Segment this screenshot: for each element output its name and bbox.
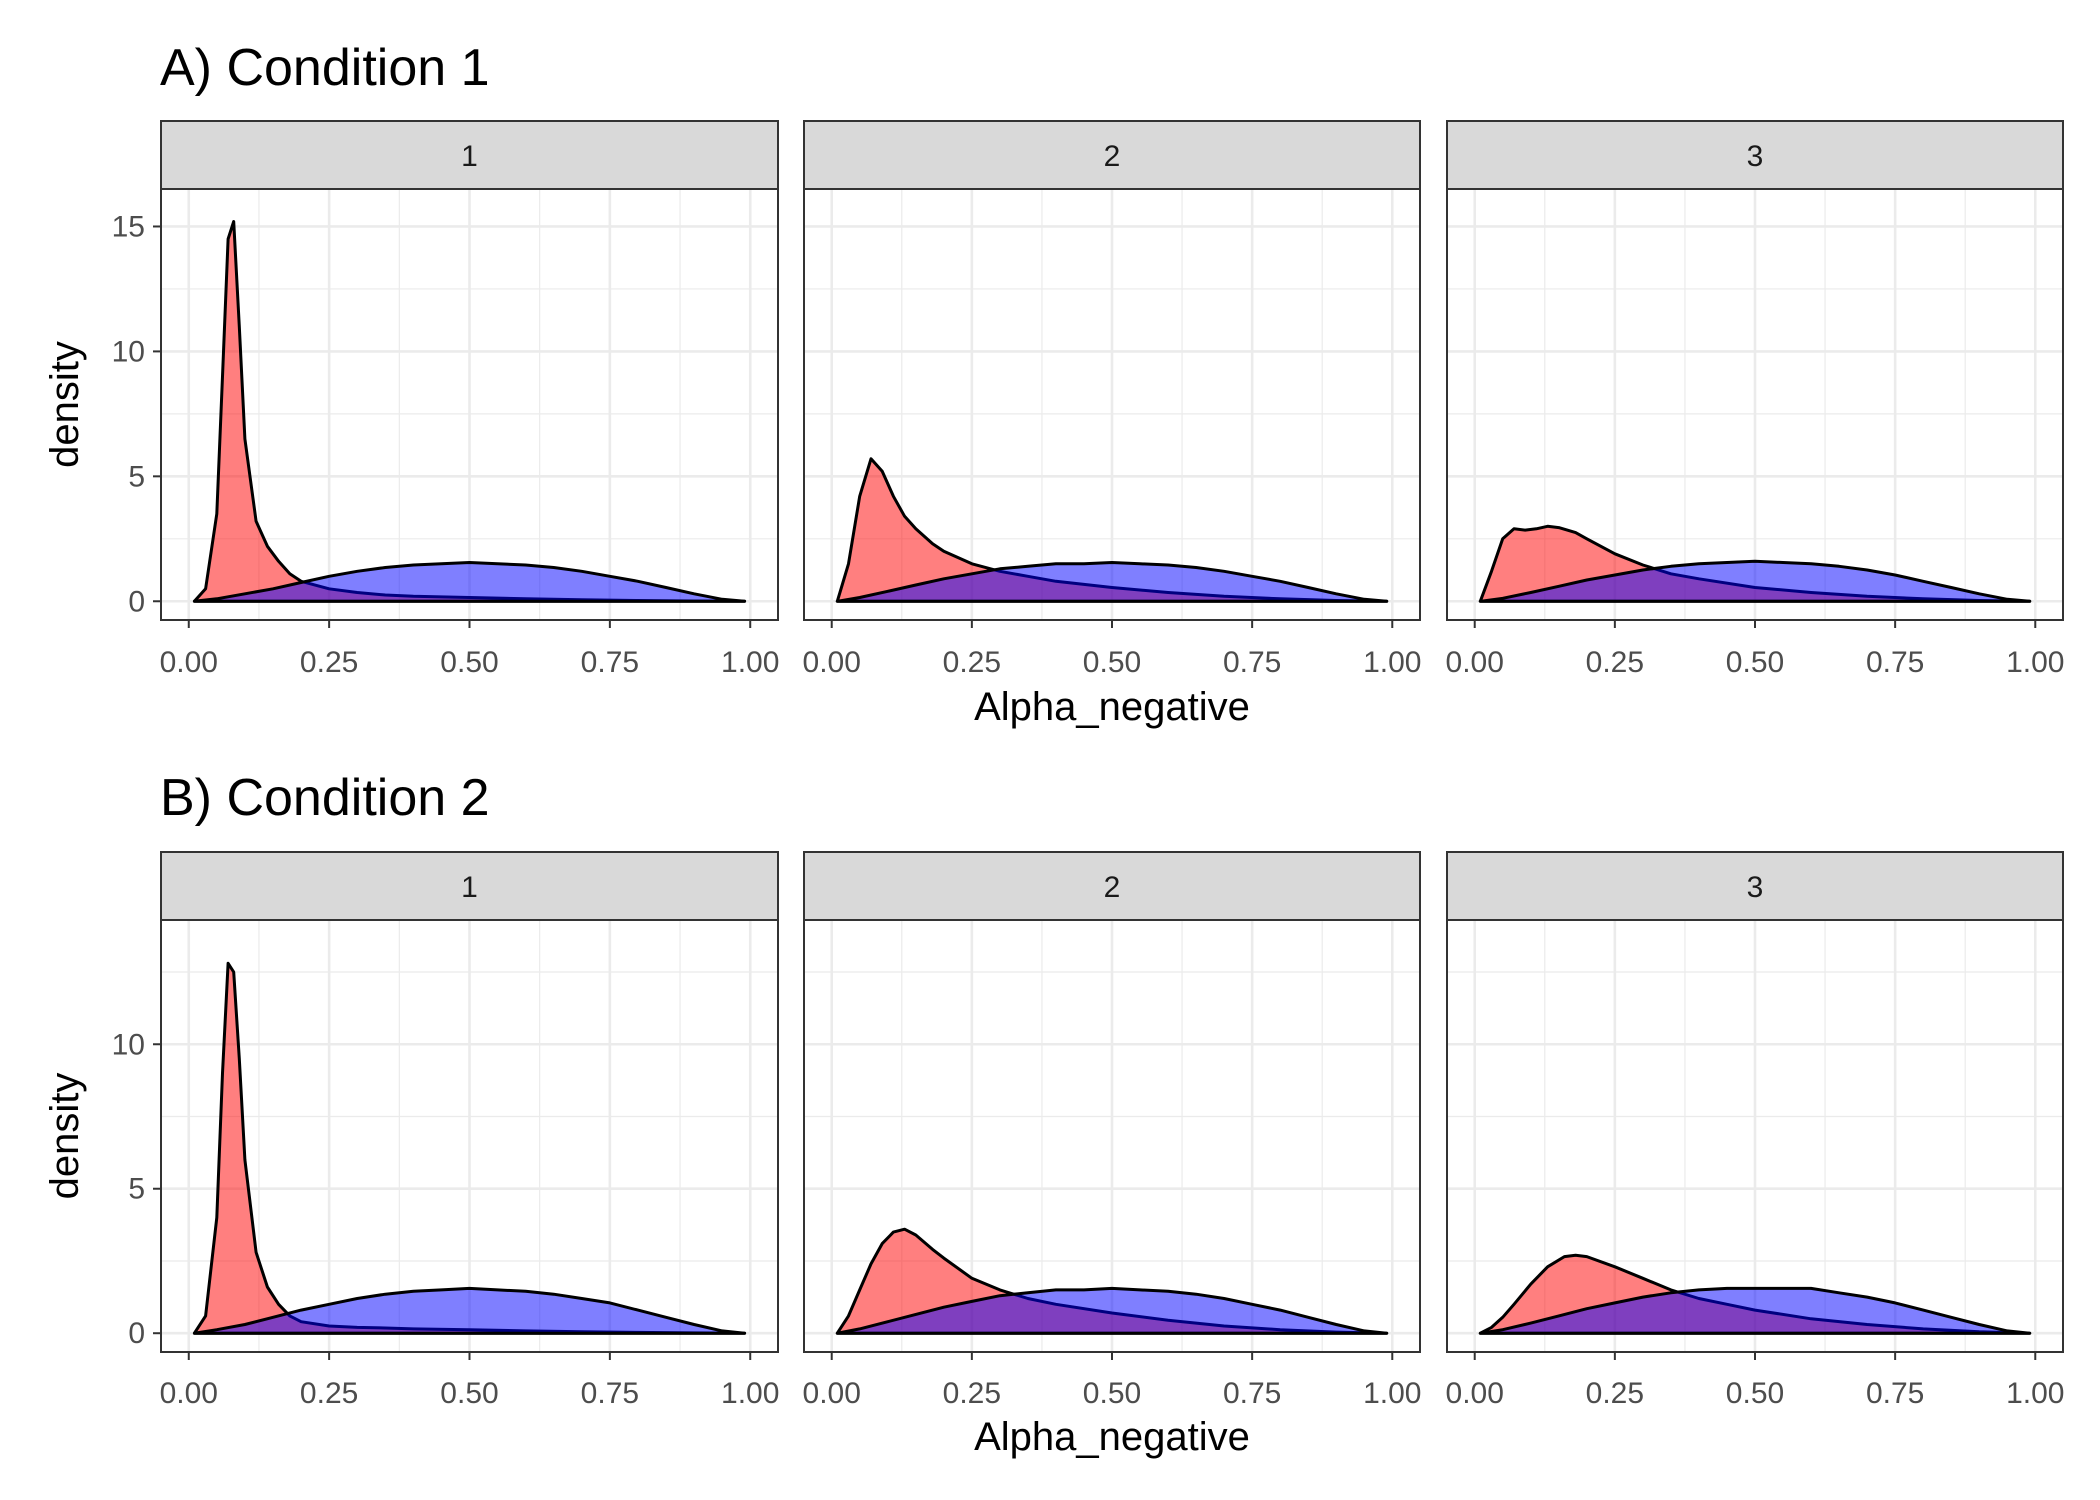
density-area-blue bbox=[192, 561, 747, 603]
y-tick-label: 10 bbox=[112, 1028, 145, 1061]
x-tick-label: 0.00 bbox=[160, 1377, 218, 1410]
facet-panel-1: 1 0.00 0.25 0.50 0.75 1.00 bbox=[160, 120, 779, 679]
chart-row-2: B) Condition 2 density 0 5 10 Alpha_negative 1… bbox=[43, 769, 2064, 1459]
x-tick-label: 1.00 bbox=[1363, 646, 1421, 679]
x-tick-label: 0.25 bbox=[943, 1377, 1001, 1410]
x-axis-title: Alpha_negative bbox=[974, 685, 1250, 729]
x-tick-label: 0.50 bbox=[440, 646, 498, 679]
x-tick-label: 0.50 bbox=[1726, 1377, 1784, 1410]
x-axis-title: Alpha_negative bbox=[974, 1415, 1250, 1459]
x-tick-label: 1.00 bbox=[721, 1377, 779, 1410]
x-tick-label: 0.00 bbox=[1446, 1377, 1504, 1410]
y-axis-title: density bbox=[43, 341, 87, 468]
x-tick-label: 1.00 bbox=[2006, 1377, 2064, 1410]
facet-panel-3: 3 0.00 0.25 0.50 0.75 1.00 bbox=[1446, 851, 2064, 1410]
facet-panel-3: 3 0.00 0.25 0.50 0.75 1.00 bbox=[1446, 120, 2064, 679]
density-area-blue bbox=[192, 1286, 747, 1335]
x-tick-label: 0.75 bbox=[1866, 1377, 1924, 1410]
x-tick-label: 0.25 bbox=[1586, 1377, 1644, 1410]
facet-strip bbox=[1446, 851, 2064, 921]
x-tick-label: 0.00 bbox=[803, 1377, 861, 1410]
facet-strip bbox=[803, 120, 1421, 190]
facet-strip-label: 2 bbox=[1104, 140, 1121, 173]
facet-panel-2: 2 0.00 0.25 0.50 0.75 1.00 bbox=[803, 851, 1421, 1410]
density-area-blue bbox=[1478, 1286, 2032, 1335]
x-tick-label: 0.75 bbox=[1223, 646, 1281, 679]
facet-strip-label: 3 bbox=[1747, 140, 1764, 173]
x-tick-label: 0.25 bbox=[1586, 646, 1644, 679]
density-area-blue bbox=[835, 1286, 1389, 1335]
x-tick-label: 0.25 bbox=[300, 1377, 358, 1410]
x-tick-label: 0.25 bbox=[943, 646, 1001, 679]
facet-panel-2: 2 0.00 0.25 0.50 0.75 1.00 bbox=[803, 120, 1421, 679]
x-tick-label: 1.00 bbox=[2006, 646, 2064, 679]
density-area-blue bbox=[835, 561, 1389, 603]
x-tick-label: 0.50 bbox=[440, 1377, 498, 1410]
x-tick-label: 1.00 bbox=[721, 646, 779, 679]
x-tick-label: 0.75 bbox=[581, 1377, 639, 1410]
x-tick-label: 0.25 bbox=[300, 646, 358, 679]
chart-title: B) Condition 2 bbox=[160, 769, 490, 827]
x-tick-label: 0.75 bbox=[581, 646, 639, 679]
x-tick-label: 0.75 bbox=[1866, 646, 1924, 679]
y-axis-title: density bbox=[43, 1073, 87, 1200]
y-tick-label: 5 bbox=[128, 460, 145, 493]
facet-strip-label: 3 bbox=[1747, 871, 1764, 904]
x-tick-label: 1.00 bbox=[1363, 1377, 1421, 1410]
chart-row-1: A) Condition 1 density 0 5 10 15 Alpha_negativ… bbox=[43, 39, 2064, 729]
x-tick-label: 0.00 bbox=[160, 646, 218, 679]
y-tick-label: 5 bbox=[128, 1173, 145, 1206]
chart-title: A) Condition 1 bbox=[160, 39, 490, 97]
facet-strip-label: 1 bbox=[461, 140, 478, 173]
facet-strip bbox=[1446, 120, 2064, 190]
facet-strip-label: 1 bbox=[461, 871, 478, 904]
y-tick-label: 15 bbox=[112, 210, 145, 243]
facet-strip bbox=[160, 851, 779, 921]
x-tick-label: 0.00 bbox=[1446, 646, 1504, 679]
x-tick-label: 0.50 bbox=[1726, 646, 1784, 679]
x-tick-label: 0.50 bbox=[1083, 646, 1141, 679]
y-tick-label: 0 bbox=[128, 1317, 145, 1350]
facet-strip bbox=[160, 120, 779, 190]
facet-panel-1: 1 0.00 0.25 0.50 0.75 1.00 bbox=[160, 851, 779, 1410]
x-tick-label: 0.00 bbox=[803, 646, 861, 679]
y-tick-label: 10 bbox=[112, 335, 145, 368]
x-tick-label: 0.75 bbox=[1223, 1377, 1281, 1410]
density-area-blue bbox=[1478, 559, 2032, 603]
facet-strip-label: 2 bbox=[1104, 871, 1121, 904]
facet-strip bbox=[803, 851, 1421, 921]
y-tick-label: 0 bbox=[128, 585, 145, 618]
x-tick-label: 0.50 bbox=[1083, 1377, 1141, 1410]
